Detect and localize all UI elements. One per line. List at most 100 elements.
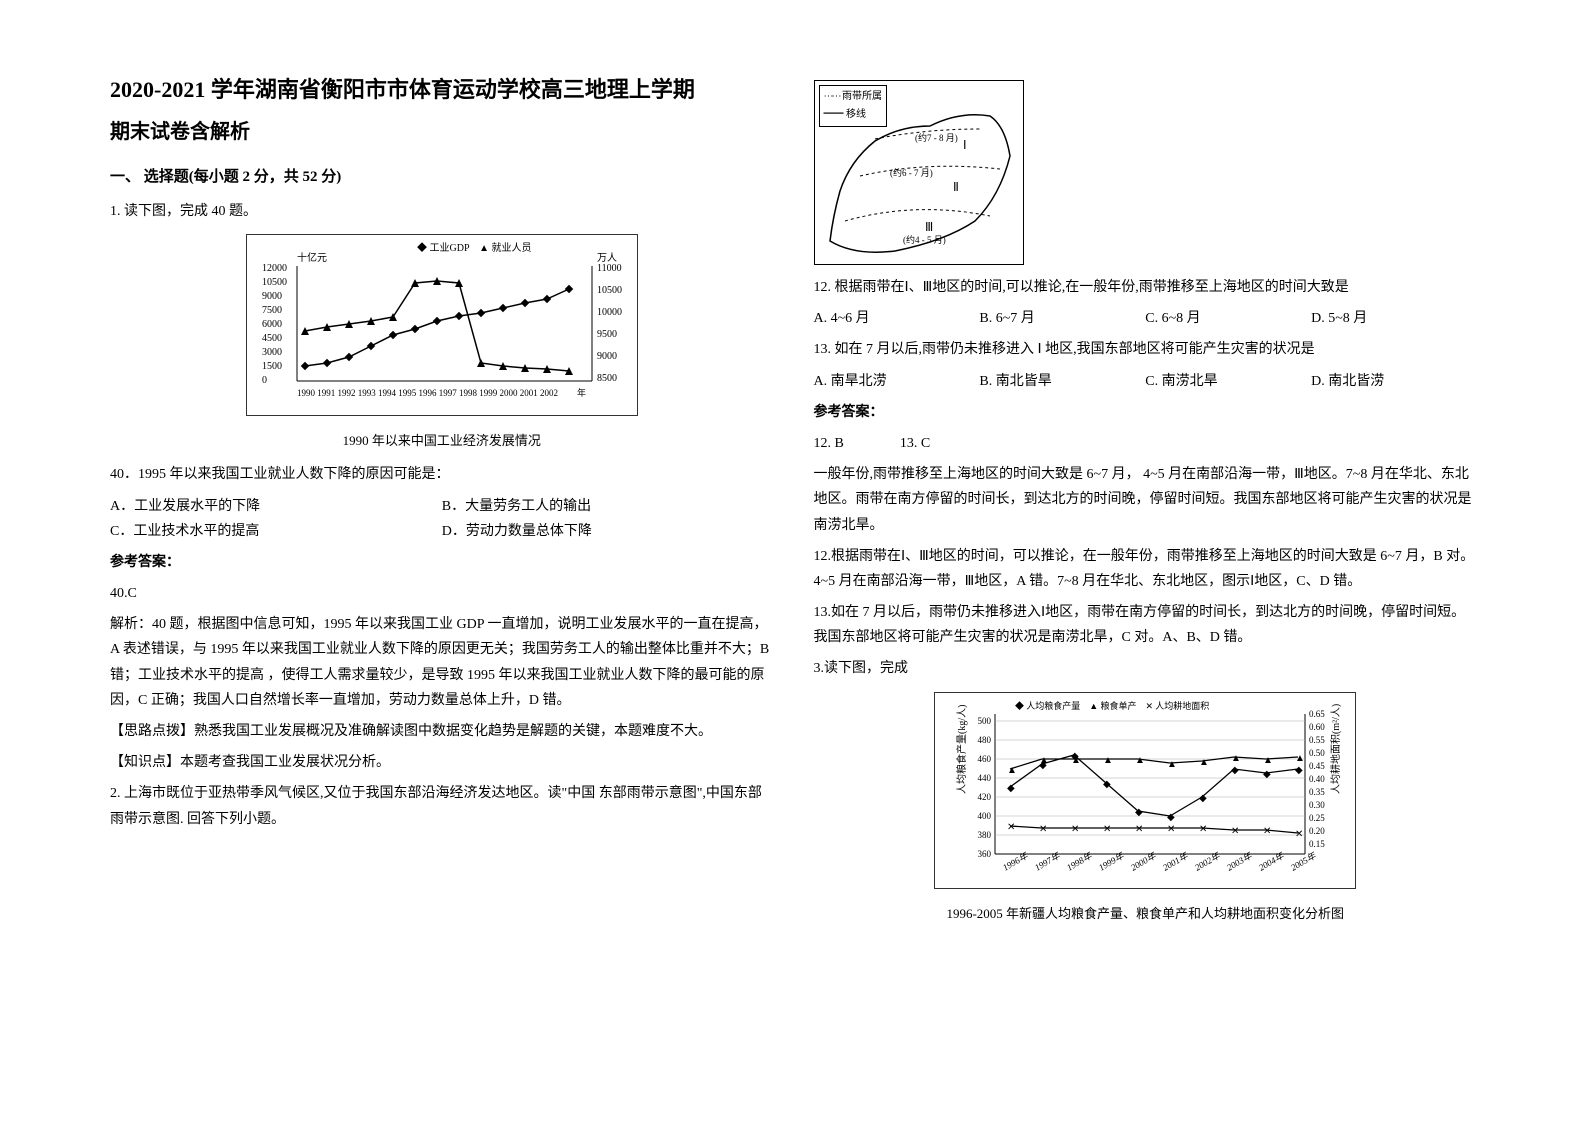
left-column: 2020-2021 学年湖南省衡阳市市体育运动学校高三地理上学期 期末试卷含解析… [90, 70, 794, 1082]
q2-explain-a: 一般年份,雨带推移至上海地区的时间大致是 6~7 月， 4~5 月在南部沿海一带… [814, 462, 1478, 538]
svg-text:0.40: 0.40 [1309, 774, 1325, 784]
svg-text:▲: ▲ [1231, 753, 1241, 764]
q1-knowledge: 【知识点】本题考查我国工业发展状况分析。 [110, 750, 774, 775]
svg-text:0.55: 0.55 [1309, 735, 1325, 745]
svg-text:0.65: 0.65 [1309, 709, 1325, 719]
q2-map-legend: ⋯⋯ 雨带所属 ━━ 移线 [819, 85, 888, 127]
svg-text:0.20: 0.20 [1309, 826, 1325, 836]
svg-text:▲: ▲ [1295, 753, 1305, 764]
svg-text:▲: ▲ [1135, 755, 1145, 766]
svg-text:1997年: 1997年 [1033, 850, 1062, 873]
svg-text:7500: 7500 [262, 305, 282, 316]
svg-text:0: 0 [262, 375, 267, 386]
svg-text:4500: 4500 [262, 333, 282, 344]
svg-text:11000: 11000 [597, 263, 622, 274]
svg-text:9000: 9000 [262, 291, 282, 302]
svg-text:◆: ◆ [1295, 765, 1303, 776]
svg-text:2005年: 2005年 [1289, 850, 1318, 873]
q1-opt-c: C．工业技术水平的提高 [110, 519, 442, 544]
svg-text:✕: ✕ [1007, 822, 1015, 833]
q13-opt-c: C. 南涝北旱 [1145, 369, 1311, 394]
svg-text:10500: 10500 [262, 277, 287, 288]
svg-text:◆: ◆ [1199, 793, 1207, 804]
q1-hint: 【思路点拨】熟悉我国工业发展概况及准确解读图中数据变化趋势是解题的关键，本题难度… [110, 719, 774, 744]
svg-text:Ⅱ: Ⅱ [953, 180, 959, 194]
q2-answers: 12. B 13. C [814, 431, 1478, 456]
svg-text:10500: 10500 [597, 285, 622, 296]
q2-explain-12: 12.根据雨带在Ⅰ、Ⅲ地区的时间，可以推论，在一般年份，雨带推移至上海地区的时间… [814, 544, 1478, 594]
svg-text:0.60: 0.60 [1309, 722, 1325, 732]
svg-text:(约6 - 7 月): (约6 - 7 月) [890, 167, 933, 178]
q12-options: A. 4~6 月 B. 6~7 月 C. 6~8 月 D. 5~8 月 [814, 306, 1478, 331]
svg-text:360: 360 [978, 849, 992, 859]
q12-opt-c: C. 6~8 月 [1145, 306, 1311, 331]
svg-text:Ⅰ: Ⅰ [963, 138, 967, 152]
svg-text:440: 440 [978, 773, 992, 783]
svg-text:9500: 9500 [597, 329, 617, 340]
svg-text:◆: ◆ [1231, 765, 1239, 776]
svg-text:2000年: 2000年 [1129, 850, 1158, 873]
svg-text:420: 420 [978, 792, 992, 802]
svg-text:9000: 9000 [597, 351, 617, 362]
svg-text:12000: 12000 [262, 263, 287, 274]
svg-text:10000: 10000 [597, 307, 622, 318]
svg-text:✕: ✕ [1295, 829, 1303, 840]
q2-answer-label: 参考答案： [814, 400, 1478, 425]
q1-opt-d: D．劳动力数量总体下降 [442, 519, 774, 544]
svg-text:480: 480 [978, 735, 992, 745]
svg-text:▲: ▲ [1039, 755, 1049, 766]
q2-map: ⋯⋯ 雨带所属 ━━ 移线 Ⅰ Ⅱ Ⅲ (约7 - 8 月) (约6 - 7 月… [814, 80, 1024, 265]
svg-text:▲: ▲ [1103, 755, 1113, 766]
right-column: ⋯⋯ 雨带所属 ━━ 移线 Ⅰ Ⅱ Ⅲ (约7 - 8 月) (约6 - 7 月… [794, 70, 1498, 1082]
q1-opt-a: A．工业发展水平的下降 [110, 494, 442, 519]
q1-answer-label: 参考答案： [110, 550, 774, 575]
svg-text:1998年: 1998年 [1065, 850, 1094, 873]
q1-answer: 40.C [110, 581, 774, 606]
svg-text:年: 年 [577, 387, 586, 398]
doc-title-1: 2020-2021 学年湖南省衡阳市市体育运动学校高三地理上学期 [110, 70, 774, 110]
svg-text:0.15: 0.15 [1309, 839, 1325, 849]
svg-text:▲: ▲ [1071, 755, 1081, 766]
svg-text:1999年: 1999年 [1097, 850, 1126, 873]
q1-sub-stem: 40．1995 年以来我国工业就业人数下降的原因可能是： [110, 462, 774, 487]
section-1-title: 一、 选择题(每小题 2 分，共 52 分) [110, 164, 774, 191]
q12-opt-d: D. 5~8 月 [1311, 306, 1477, 331]
q2-explain-13: 13.如在 7 月以后，雨带仍未推移进入Ⅰ地区，雨带在南方停留的时间长，到达北方… [814, 600, 1478, 650]
svg-text:✕: ✕ [1103, 824, 1111, 835]
q12-opt-b: B. 6~7 月 [979, 306, 1145, 331]
q3-stem: 3.读下图，完成 [814, 656, 1478, 681]
svg-text:✕: ✕ [1039, 824, 1047, 835]
svg-text:3000: 3000 [262, 347, 282, 358]
q13-stem: 13. 如在 7 月以后,雨带仍未推移进入 Ⅰ 地区,我国东部地区将可能产生灾害… [814, 337, 1478, 362]
svg-text:400: 400 [978, 811, 992, 821]
svg-text:◆: ◆ [1167, 812, 1175, 823]
svg-text:(约4 - 5 月): (约4 - 5 月) [903, 234, 946, 245]
q12-stem: 12. 根据雨带在Ⅰ、Ⅲ地区的时间,可以推论,在一般年份,雨带推移至上海地区的时… [814, 275, 1478, 300]
svg-text:1500: 1500 [262, 361, 282, 372]
svg-text:▲: ▲ [1007, 765, 1017, 776]
svg-text:✕: ✕ [1231, 826, 1239, 837]
svg-text:▲: ▲ [1263, 755, 1273, 766]
svg-text:(约7 - 8 月): (约7 - 8 月) [915, 132, 958, 143]
q1-options: A．工业发展水平的下降 B．大量劳务工人的输出 C．工业技术水平的提高 D．劳动… [110, 494, 774, 544]
svg-text:0.50: 0.50 [1309, 748, 1325, 758]
svg-text:380: 380 [978, 830, 992, 840]
q1-stem: 1. 读下图，完成 40 题。 [110, 199, 774, 224]
svg-text:十亿元: 十亿元 [297, 251, 327, 264]
svg-text:◆ 人均粮食产量 ▲ 粮食单产 ✕ 人均耕地面积: ◆ 人均粮食产量 ▲ 粮食单产 ✕ 人均耕地面积 [1015, 700, 1209, 711]
q1-chart-svg: ◆ 工业GDP ▲ 就业人员 十亿元 万人 12000105009000 750… [257, 241, 627, 411]
q13-opt-b: B. 南北皆旱 [979, 369, 1145, 394]
svg-text:460: 460 [978, 754, 992, 764]
q13-opt-d: D. 南北皆涝 [1311, 369, 1477, 394]
q13-opt-a: A. 南旱北涝 [814, 369, 980, 394]
q13-options: A. 南旱北涝 B. 南北皆旱 C. 南涝北旱 D. 南北皆涝 [814, 369, 1478, 394]
q2-stem: 2. 上海市既位于亚热带季风气候区,又位于我国东部沿海经济发达地区。读"中国 东… [110, 781, 774, 831]
svg-text:6000: 6000 [262, 319, 282, 330]
svg-text:2001年: 2001年 [1161, 850, 1190, 873]
svg-text:2003年: 2003年 [1225, 850, 1254, 873]
svg-text:◆: ◆ [1135, 807, 1143, 818]
q3-chart-svg: ◆ 人均粮食产量 ▲ 粮食单产 ✕ 人均耕地面积 500480460 44042… [945, 699, 1345, 884]
svg-text:人均粮食产量(kg/人): 人均粮食产量(kg/人) [955, 704, 968, 793]
svg-text:2004年: 2004年 [1257, 850, 1286, 873]
svg-text:8500: 8500 [597, 373, 617, 384]
